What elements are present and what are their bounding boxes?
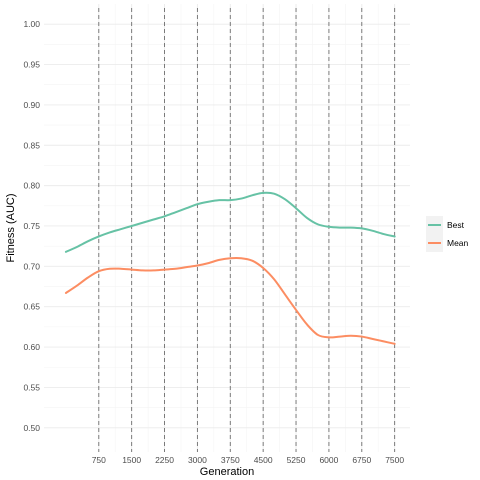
y-tick-label: 0.80 xyxy=(23,181,40,191)
series-line-best xyxy=(64,191,396,253)
y-tick-label: 0.70 xyxy=(23,261,40,271)
vertical-reference-lines xyxy=(98,8,396,452)
y-tick-label: 0.50 xyxy=(23,423,40,433)
y-tick-label: 0.65 xyxy=(23,302,40,312)
x-tick-label: 6000 xyxy=(319,455,338,465)
x-tick-label: 3750 xyxy=(221,455,240,465)
y-tick-label: 0.60 xyxy=(23,342,40,352)
y-axis-title: Fitness (AUC) xyxy=(5,193,17,262)
y-tick-label: 0.55 xyxy=(23,382,40,392)
legend-label-best: Best xyxy=(447,220,465,230)
y-tick-label: 0.75 xyxy=(23,221,40,231)
x-tick-label: 4500 xyxy=(254,455,273,465)
y-tick-label: 1.00 xyxy=(23,19,40,29)
series-line-mean xyxy=(64,257,396,345)
x-tick-label: 5250 xyxy=(287,455,306,465)
legend: Best Mean xyxy=(426,216,469,252)
x-tick-label: 6750 xyxy=(352,455,371,465)
y-tick-label: 0.95 xyxy=(23,60,40,70)
x-tick-label: 3000 xyxy=(188,455,207,465)
x-tick-label: 750 xyxy=(92,455,106,465)
x-axis-title: Generation xyxy=(200,466,254,478)
x-tick-label: 1500 xyxy=(122,455,141,465)
x-axis-ticks: 750 1500 2250 3000 3750 4500 5250 6000 6750 7500 xyxy=(92,455,405,465)
y-tick-label: 0.90 xyxy=(23,100,40,110)
y-tick-label: 0.85 xyxy=(23,140,40,150)
series-lines xyxy=(64,191,396,345)
legend-label-mean: Mean xyxy=(447,238,469,248)
y-axis-ticks: 0.50 0.55 0.60 0.65 0.70 0.75 0.80 0.85 0.90 0.95… xyxy=(23,19,40,433)
x-tick-label: 7500 xyxy=(385,455,404,465)
x-tick-label: 2250 xyxy=(155,455,174,465)
